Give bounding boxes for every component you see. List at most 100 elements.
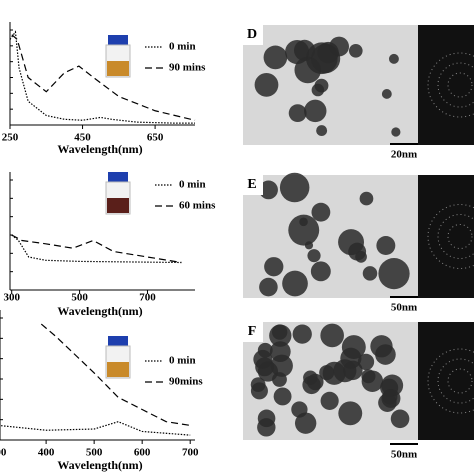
nanoparticle: [310, 261, 331, 282]
spectrum-line: [11, 234, 182, 264]
nanoparticle: [307, 249, 321, 263]
x-axis-label: Wavelength(nm): [57, 142, 142, 156]
vial-liquid: [107, 198, 129, 213]
vial-cap: [108, 35, 128, 45]
nanoparticle: [355, 251, 367, 263]
legend-label: 0 min: [169, 355, 196, 367]
diffraction-ring: [437, 214, 474, 259]
nanoparticle: [378, 258, 410, 290]
diffraction-ring: [427, 52, 474, 118]
x-axis-label: Wavelength(nm): [57, 458, 142, 472]
spectrum-line: [9, 30, 195, 124]
nanoparticle: [388, 53, 399, 64]
diffraction-ring: [437, 358, 474, 404]
diffraction-ring: [427, 348, 474, 414]
nanoparticle: [316, 125, 328, 137]
nanoparticle: [310, 43, 341, 74]
legend-label: 0 min: [169, 41, 196, 53]
vial-cap: [108, 336, 128, 346]
nanoparticle: [380, 378, 399, 397]
nanoparticle: [320, 391, 339, 410]
nanoparticle: [390, 409, 410, 429]
nanoparticle: [273, 387, 292, 406]
nanoparticle: [293, 39, 316, 61]
legend-label: 60 mins: [179, 200, 216, 212]
diffraction-ring: [447, 224, 473, 249]
nanoparticle: [338, 229, 365, 256]
x-axis-label: Wavelength(nm): [57, 304, 142, 318]
vial-cap: [108, 172, 128, 182]
legend-label: 90 mins: [169, 62, 206, 74]
nanoparticle: [304, 99, 327, 123]
spectrum-line: [11, 34, 196, 121]
scale-label: 50nm: [391, 449, 417, 461]
panel-label: E: [247, 177, 256, 192]
nanoparticle: [272, 324, 288, 340]
nanoparticle: [288, 214, 320, 246]
saed-pattern: [418, 322, 474, 440]
nanoparticle: [282, 270, 308, 297]
nanoparticle: [259, 277, 278, 297]
nanoparticle: [254, 72, 279, 97]
diffraction-ring: [437, 62, 474, 108]
x-tick-label: 400: [38, 447, 55, 459]
nanoparticle: [272, 372, 287, 387]
x-tick-label: 250: [2, 132, 19, 144]
panel-label: F: [248, 324, 257, 339]
nanoparticle: [263, 45, 288, 70]
nanoparticle: [292, 324, 312, 344]
nanoparticle: [391, 127, 401, 137]
nanoparticle: [270, 354, 293, 377]
x-tick-label: 600: [134, 447, 151, 459]
nanoparticle: [288, 104, 307, 123]
nanoparticle: [338, 401, 363, 426]
x-tick-label: 500: [86, 447, 103, 459]
nanoparticle: [311, 83, 325, 97]
x-tick-label: 700: [139, 292, 156, 304]
nanoparticle: [341, 335, 366, 360]
diffraction-ring: [447, 368, 473, 394]
nanoparticle: [376, 236, 396, 255]
nanoparticle: [307, 373, 324, 391]
nanoparticle: [311, 202, 331, 222]
nanoparticle: [250, 382, 268, 400]
nanoparticle: [320, 323, 344, 348]
diffraction-ring: [427, 204, 474, 269]
nanoparticle: [264, 257, 284, 277]
x-tick-label: 500: [71, 292, 88, 304]
spectrum-line: [11, 234, 182, 264]
label-bg: [243, 25, 263, 45]
x-tick-label: 300: [3, 292, 20, 304]
diffraction-ring: [447, 72, 473, 98]
x-tick-label: 450: [74, 132, 91, 144]
nanoparticle: [333, 359, 357, 383]
spectrum-line: [0, 421, 191, 436]
scale-label: 50nm: [391, 302, 417, 314]
legend-label: 90mins: [169, 376, 203, 388]
vial-liquid: [107, 362, 129, 377]
nanoparticle: [361, 370, 384, 392]
x-tick-label: 650: [147, 132, 164, 144]
panel-label: D: [247, 27, 257, 42]
scale-label: 20nm: [391, 149, 417, 161]
spectrum-line: [40, 323, 191, 426]
nanoparticle: [257, 418, 276, 437]
nanoparticle: [294, 412, 317, 434]
nanoparticle: [279, 172, 310, 203]
nanoparticle: [348, 43, 363, 58]
nanoparticle: [304, 241, 314, 250]
x-tick-label: 700: [182, 447, 199, 459]
nanoparticle: [381, 88, 392, 99]
saed-pattern: [418, 25, 474, 145]
nanoparticle: [257, 342, 273, 358]
nanoparticle: [378, 393, 397, 412]
nanoparticle: [299, 217, 308, 227]
nanoparticle: [359, 191, 374, 206]
saed-pattern: [418, 175, 474, 298]
nanoparticle: [370, 335, 393, 358]
label-bg: [243, 322, 263, 342]
nanoparticle: [362, 266, 378, 281]
nanoparticle: [357, 353, 375, 371]
label-bg: [243, 175, 263, 195]
